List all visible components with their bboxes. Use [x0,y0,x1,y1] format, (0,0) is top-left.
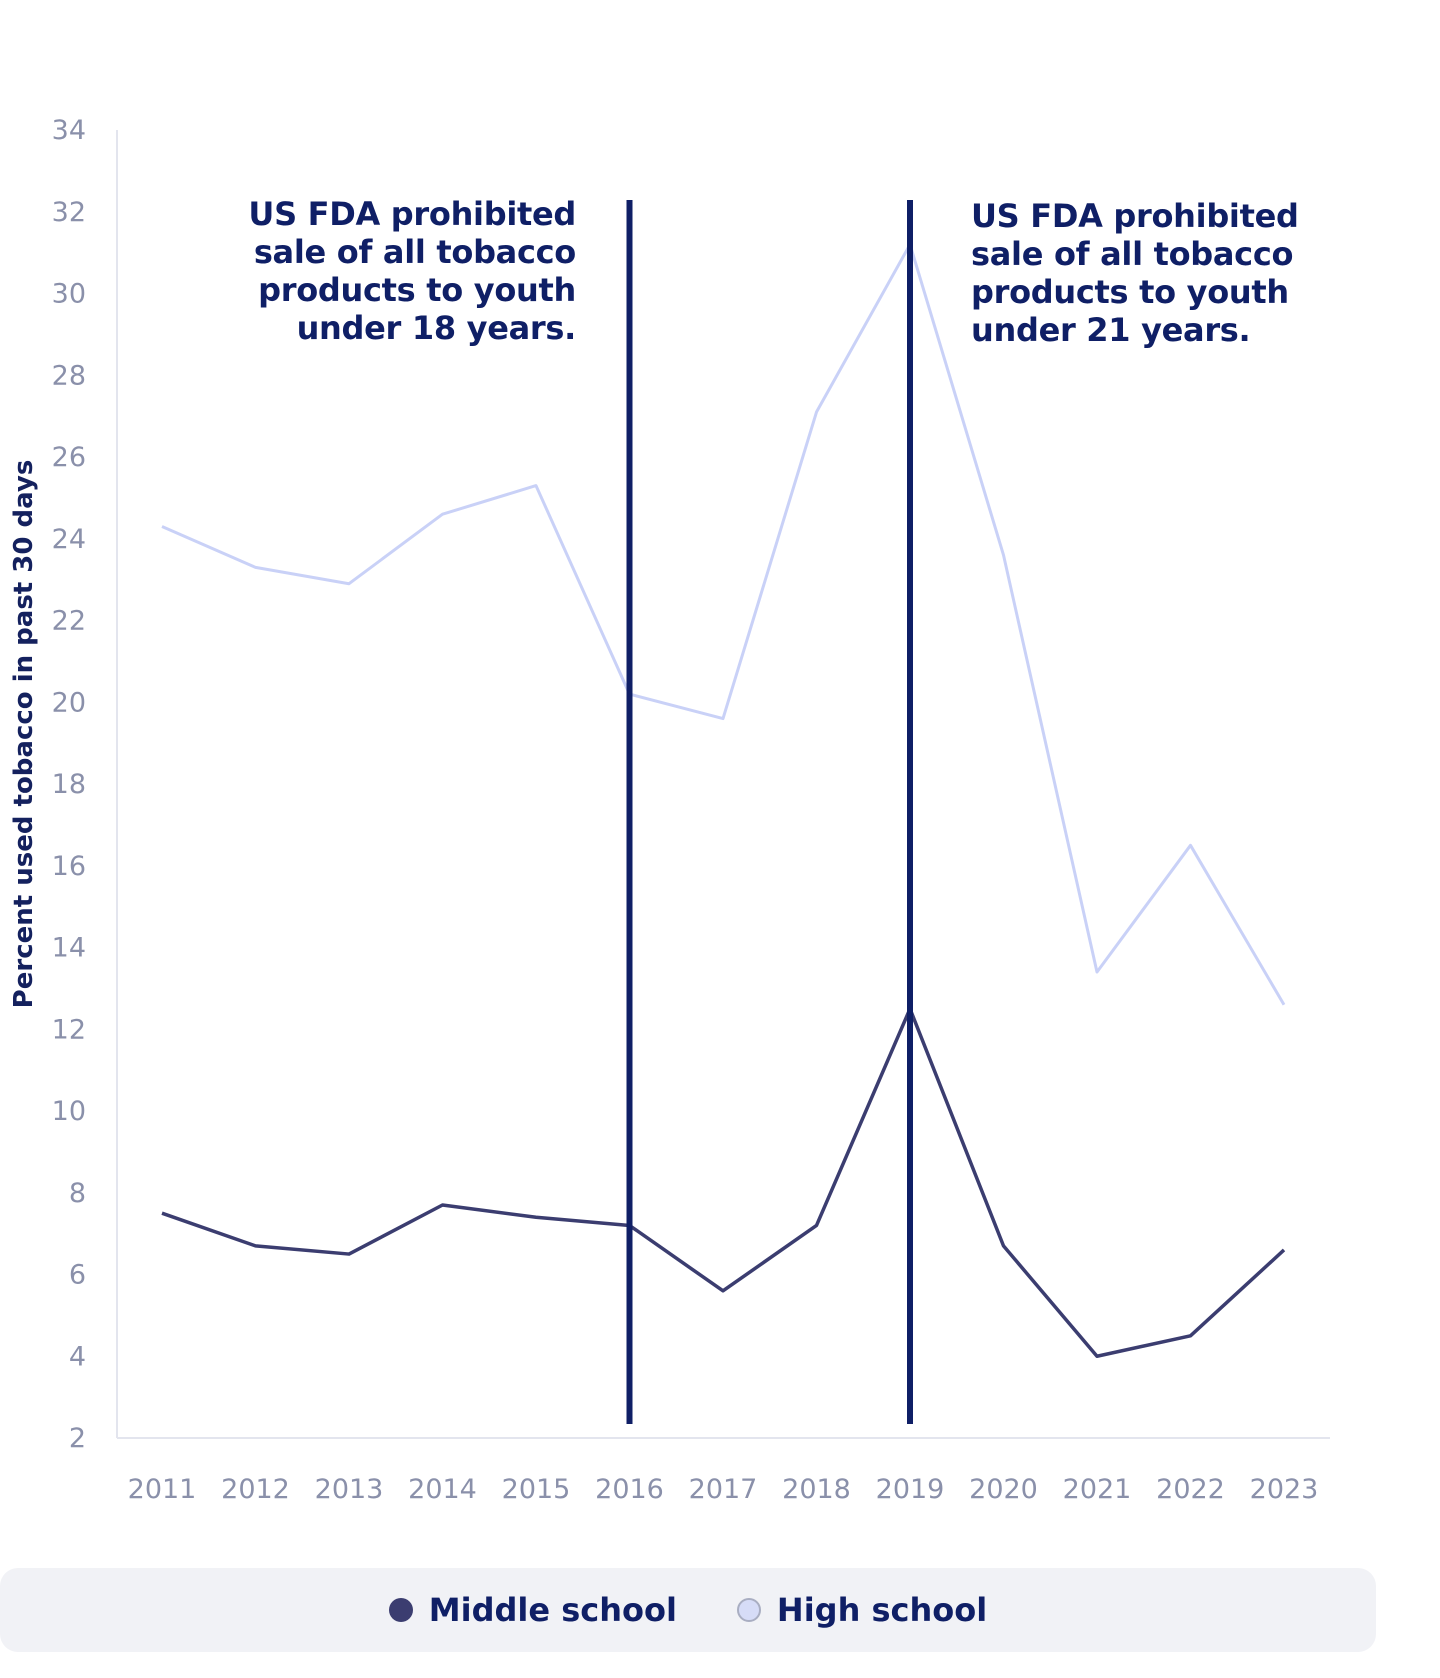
x-tick-label: 2012 [221,1474,290,1505]
annotation-line: products to youth [971,273,1289,311]
middle-school-dot-icon [388,1598,413,1622]
annotation-line: under 18 years. [296,309,577,347]
annotation-line: products to youth [258,271,576,309]
y-tick-label: 26 [52,442,86,473]
y-tick-label: 20 [52,687,86,718]
annotation-line: US FDA prohibited [248,195,576,233]
y-tick-label: 16 [52,851,86,882]
y-tick-label: 12 [52,1014,86,1045]
legend-label: Middle school [428,1591,677,1629]
x-tick-label: 2016 [595,1474,664,1505]
y-tick-label: 10 [52,1096,86,1127]
x-tick-label: 2020 [969,1474,1038,1505]
x-tick-label: 2015 [502,1474,571,1505]
legend: Middle school High school [0,1568,1376,1652]
y-axis-label: Percent used tobacco in past 30 days [9,460,39,1009]
y-tick-label: 14 [52,933,86,964]
y-tick-label: 18 [52,769,86,800]
high-school-dot-icon [736,1598,761,1622]
x-tick-label: 2011 [128,1474,197,1505]
y-tick-label: 22 [52,606,86,637]
x-tick-label: 2022 [1156,1474,1225,1505]
x-tick-label: 2021 [1063,1474,1132,1505]
legend-item-middle-school[interactable]: Middle school [388,1591,677,1629]
legend-item-high-school[interactable]: High school [736,1591,988,1629]
high-school-line [161,242,1286,1006]
y-tick-label: 28 [52,360,86,391]
x-tick-label: 2018 [782,1474,851,1505]
x-tick-label: 2013 [315,1474,384,1505]
y-tick-label: 32 [52,197,86,228]
y-tick-label: 6 [69,1260,86,1291]
y-tick-label: 24 [52,524,86,555]
middle-school-line [161,1007,1286,1358]
annotation-under-21: US FDA prohibited sale of all tobacco pr… [971,197,1299,349]
x-tick-label: 2017 [689,1474,758,1505]
y-tick-label: 4 [69,1341,86,1372]
y-tick-label: 34 [52,115,86,146]
annotation-line: sale of all tobacco [971,235,1294,273]
annotation-line: sale of all tobacco [253,233,576,271]
annotation-under-18: US FDA prohibited sale of all tobacco pr… [248,195,576,347]
x-tick-label: 2023 [1250,1474,1319,1505]
legend-label: High school [776,1591,988,1629]
y-tick-label: 30 [52,279,86,310]
y-tick-label: 2 [69,1423,86,1454]
x-tick-label: 2019 [876,1474,945,1505]
annotation-line: US FDA prohibited [971,197,1299,235]
annotation-line: under 21 years. [971,311,1251,349]
x-tick-label: 2014 [408,1474,477,1505]
y-tick-label: 8 [69,1178,86,1209]
